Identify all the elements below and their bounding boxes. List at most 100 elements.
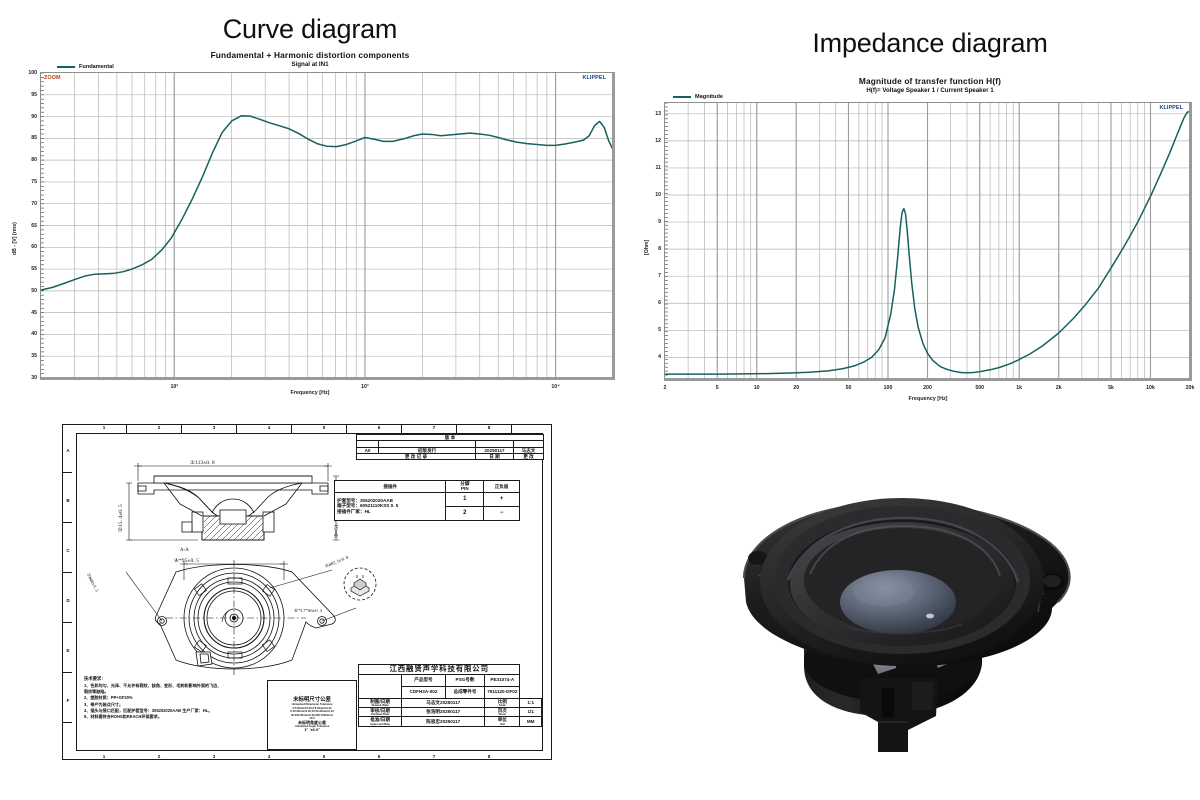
y-tick-label: 35 [31,353,37,360]
zone-tick [346,425,347,433]
connector-table-header-polarity: 正负极 [483,480,520,493]
tolerance-line-2: 6˜10.30mm±0.30,10˜30.30mm±0.10 [290,710,334,714]
x-tick-label: 50 [845,385,852,391]
revision-person: 马志文 [513,446,544,454]
sheet-label-en: Sheet [498,713,506,717]
zone-label-h: 6 [377,425,381,430]
sheet-value: 1/1 [519,706,542,718]
x-tick-label: 5 [715,385,719,391]
connector-table: 接插件 分脚 PIN 正负极 护套型号：305202020AAB 端子型号：60… [333,480,520,521]
impedance-plot-svg [665,103,1189,378]
angle-tolerance-cn: 未标明角度公差 [298,719,326,725]
note-item: 1、色彩均匀、光泽、不允许有裂纹、缺角、变形、毛刺和影响外观的飞边、 [84,682,222,688]
tolerance-line-3: 30˜200.30mm±0.30,200˜1000mm± [291,713,333,717]
zone-label-h-bottom: 8 [487,754,491,759]
impedance-klippel-badge: KLIPPEL [1159,105,1183,111]
x-tick-label: 10 [753,385,760,391]
zone-label-h: 2 [157,425,161,430]
connector-manufacturer: 接插件厂家：HL [337,508,371,514]
zone-tick [456,425,457,433]
impedance-x-axis-label: Frequency [Hz] [908,396,948,402]
unit-label-cn: 单位 [497,717,507,723]
projection-symbol-cell [357,673,403,699]
connector-pin-header-en: PIN [460,486,469,492]
y-tick-label: 30 [31,375,37,381]
scale-label-en: Scale [498,703,506,707]
y-tick-label: 80 [31,157,37,164]
sheet-label-cn: 页次 [497,707,507,713]
connector-table-part-lines: 护套型号：305202020AAB 端子型号：60521110KSS 0. 5 … [333,491,447,521]
zone-tick [236,425,237,433]
zone-label-v: B [66,498,70,503]
drawn-by-name: 马志文20250117 [401,697,486,708]
approved-by-label-en: Approved /Date [370,722,391,726]
tolerance-block: 未标明尺寸公差 Unmarked Dimension Tolerance 0˜3… [267,680,357,750]
speaker-dust-cap [840,570,956,634]
connector-pin-1: 1 [445,491,485,507]
section-cut-label: A-A [180,548,189,553]
x-tick-label: 500 [975,385,985,391]
drawn-by-label: 制图/日期 Drawed /Date [357,697,403,708]
y-tick-label: 45 [31,309,37,316]
zone-label-v: D [66,598,70,603]
unit-value: MM [519,716,542,727]
drawn-by-label-en: Drawed /Date [371,703,389,707]
connector-sleeve-model: 护套型号：305202020AAB [337,498,393,504]
y-tick-label: 95 [31,91,37,98]
x-tick-label: 2k [1055,385,1062,391]
impedance-legend: Magnitude [673,94,723,100]
note-item: 4、插头与接口匹配，匹配护套型号：305202020AAB 生产厂家：HL。 [84,708,213,714]
connector-pin-header-cn: 分脚 [460,481,470,486]
drawing-plan-view [125,560,357,676]
impedance-diagram-panel: Impedance diagram Magnitude of transfer … [630,0,1200,410]
checked-by-label-cn: 审核/日期 [370,707,390,713]
unit-cell: 单位 Unit [484,716,521,727]
connector-polarity-1: + [483,491,520,507]
curve-y-axis-label: dB - [V] (rms) [12,222,18,255]
x-tick-label: 200 [923,385,932,391]
sheet-cell: 页次 Sheet [484,706,521,718]
impedance-chart-signal-note: H(f)= Voltage Speaker 1 / Current Speake… [866,87,994,94]
checked-by-name: 张浩明20250117 [401,706,486,718]
technical-requirements-notes: 技术要求： 1、色彩均匀、光泽、不允许有裂纹、缺角、变形、毛刺和影响外观的飞边、… [84,676,284,721]
connector-pin-2: 2 [445,505,485,521]
tolerance-line-4: ±0.5 [309,716,315,720]
zone-label-h-bottom: 6 [377,754,381,759]
x-tick-label: 10³ [361,384,369,390]
y-tick-label: 6 [658,300,661,307]
dimension-6-label: ⑥*L7*S6±0. 3 [294,608,323,613]
y-tick-label: 7 [658,273,661,280]
curve-legend-label: Fundamental [79,64,114,70]
drawn-by-label-cn: 制图/日期 [370,698,390,704]
zone-label-h: 1 [102,425,106,430]
tolerance-line-1: 0˜3.50mm±0.40,3˜6.30mm±0.40 [292,707,332,711]
curve-diagram-title: Curve diagram [222,14,398,44]
zone-tick [511,425,512,433]
approved-by-label: 批准/日期 Approved /Date [357,716,403,727]
curve-chart-subtitle: Fundamental + Harmonic distortion compon… [210,50,410,60]
speaker-photo-panel [700,430,1100,770]
approved-by-label-cn: 批准/日期 [370,717,390,723]
scale-value: 1:1 [519,697,542,708]
assembly-part-value: 7911120-DF02 [484,685,521,699]
scale-cell: 比例 Scale [484,697,521,708]
angle-tolerance-value: 1° ˜±6.0° [304,727,320,733]
impedance-legend-swatch [673,96,691,98]
curve-zoom-badge: ZOOM [44,75,61,81]
unit-label-en: Unit [499,722,505,726]
y-tick-label: 70 [31,200,37,207]
dimension-1-label: ①113±0. 8 [190,460,215,466]
cone-inner-highlight [845,623,963,635]
approved-by-name: 陈思忠20250117 [401,716,486,727]
revision-footer-changelog: 更 改 记 录 [356,452,476,461]
dimension-4-label: ④*95±0. 5 [174,558,199,564]
revision-footer-date: 日 期 [475,452,514,461]
curve-plot-area: ZOOM KLIPPEL [40,72,615,380]
y-tick-label: 12 [655,137,661,144]
checked-by-label-en: Checked /Date [370,713,390,717]
curve-plot-svg [41,73,612,377]
curve-klippel-badge: KLIPPEL [582,75,606,81]
y-tick-label: 11 [655,164,661,171]
zone-label-h: 5 [322,425,326,430]
curve-diagram-panel: Curve diagram Fundamental + Harmonic dis… [0,0,630,400]
